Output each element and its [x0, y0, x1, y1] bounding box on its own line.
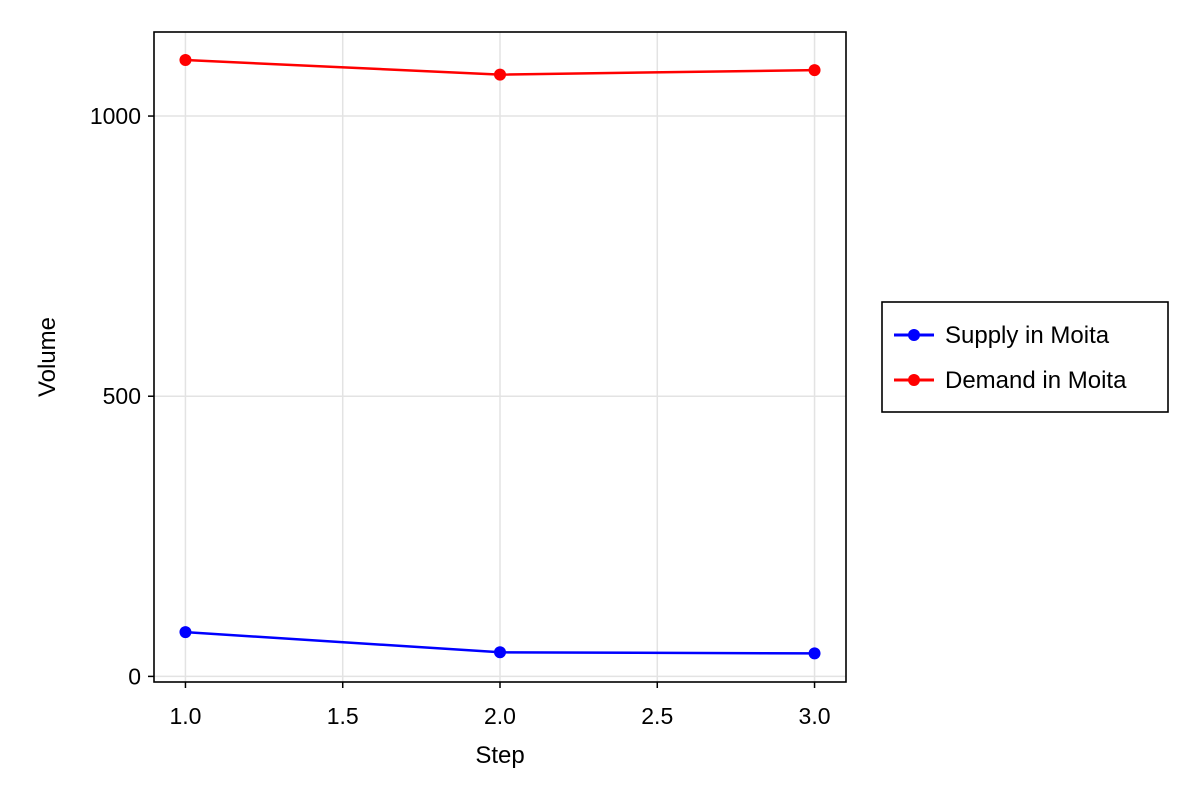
y-tick-label: 1000	[90, 103, 141, 129]
legend-box	[881, 301, 1169, 413]
y-tick-label: 0	[128, 663, 141, 689]
x-tick-label: 2.5	[641, 703, 673, 729]
y-axis-title: Volume	[34, 317, 61, 397]
x-tick-label: 2.0	[484, 703, 516, 729]
series-point-1-0	[179, 54, 192, 67]
series-point-1-1	[494, 68, 506, 81]
x-tick-label: 1.5	[327, 703, 359, 729]
series-point-0-2	[808, 647, 821, 660]
legend-label-demand: Demand in Moita	[945, 367, 1127, 394]
legend-marker-demand	[908, 374, 920, 386]
series-point-1-2	[808, 64, 821, 77]
legend-label-supply: Supply in Moita	[945, 322, 1110, 349]
axis-ticks: 1.0 1.5 2.0 2.5 3.0 0 500 1000	[90, 103, 831, 729]
legend: Supply in Moita Demand in Moita	[881, 301, 1169, 413]
x-axis-title: Step	[475, 742, 524, 769]
y-tick-label: 500	[103, 383, 141, 409]
x-tick-label: 3.0	[799, 703, 831, 729]
series-layer	[179, 54, 821, 660]
series-point-0-1	[494, 646, 506, 659]
series-point-0-0	[179, 626, 192, 639]
x-tick-label: 1.0	[169, 703, 201, 729]
legend-marker-supply	[908, 329, 920, 341]
gridlines	[154, 32, 846, 682]
